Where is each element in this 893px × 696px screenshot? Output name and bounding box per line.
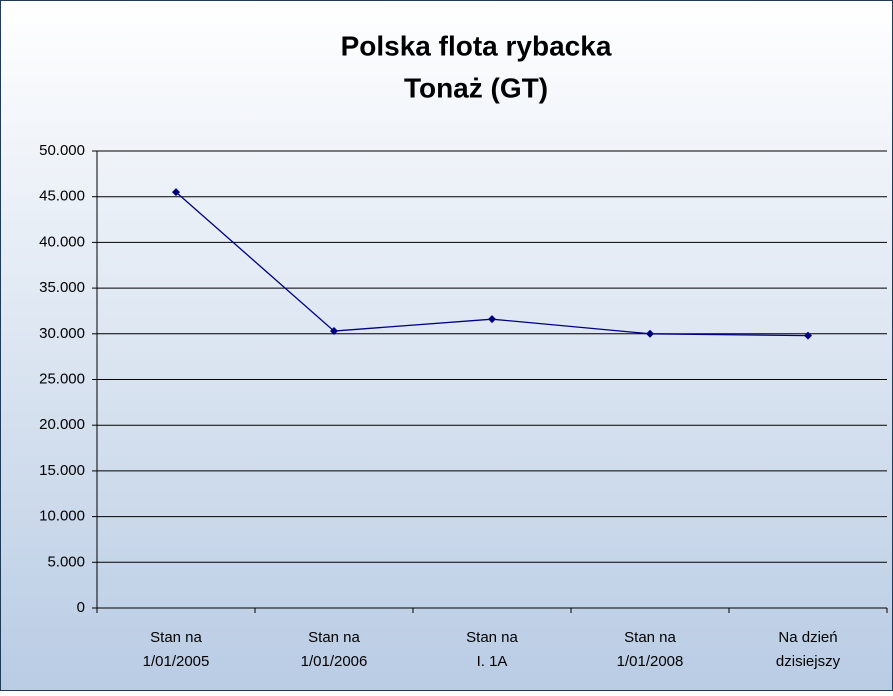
- marker: [172, 188, 180, 197]
- y-tick-label: 10.000: [39, 508, 85, 525]
- marker: [804, 331, 812, 340]
- x-tick-label: dzisiejszy: [776, 653, 841, 670]
- y-tick-label: 40.000: [39, 233, 85, 250]
- x-tick-label: Na dzień: [778, 629, 837, 646]
- y-tick-label: 50.000: [39, 142, 85, 159]
- x-tick-label: Stan na: [624, 629, 676, 646]
- chart-title: Tonaż (GT): [404, 72, 548, 103]
- marker: [330, 327, 338, 336]
- marker: [488, 315, 496, 324]
- x-tick-label: 1/01/2008: [617, 653, 684, 670]
- x-tick-label: I. 1A: [477, 653, 508, 670]
- x-tick-label: Stan na: [150, 629, 202, 646]
- marker: [646, 329, 654, 338]
- y-tick-label: 20.000: [39, 416, 85, 433]
- y-tick-label: 35.000: [39, 279, 85, 296]
- y-tick-label: 15.000: [39, 462, 85, 479]
- x-tick-label: 1/01/2006: [301, 653, 368, 670]
- x-tick-label: Stan na: [308, 629, 360, 646]
- y-tick-label: 30.000: [39, 325, 85, 342]
- y-tick-label: 0: [77, 599, 85, 616]
- x-tick-label: 1/01/2005: [143, 653, 210, 670]
- y-tick-label: 25.000: [39, 370, 85, 387]
- y-tick-label: 5.000: [47, 553, 85, 570]
- chart-title: Polska flota rybacka: [341, 30, 612, 61]
- x-tick-label: Stan na: [466, 629, 518, 646]
- y-tick-label: 45.000: [39, 188, 85, 205]
